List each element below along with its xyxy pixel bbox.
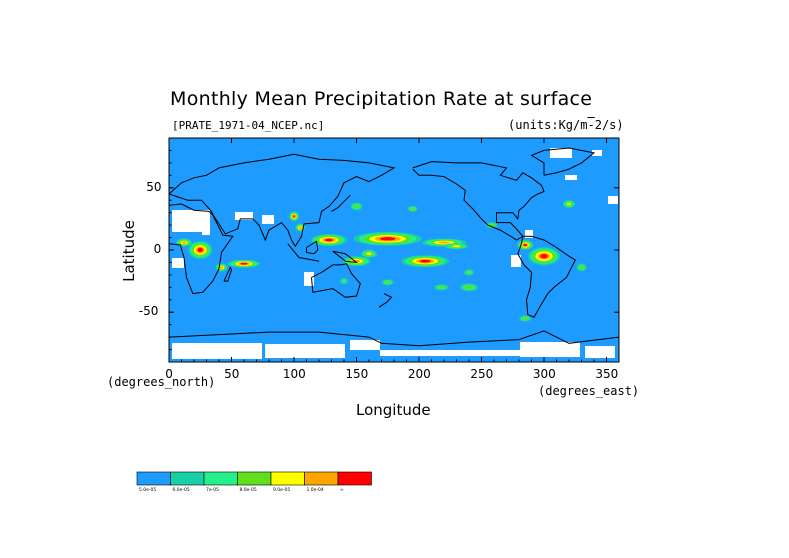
missing-data-patch	[172, 343, 262, 359]
colorbar-label: ∞	[340, 488, 344, 493]
precip-contour	[353, 204, 360, 209]
missing-data-patch	[525, 230, 533, 238]
precip-contour	[438, 286, 445, 289]
coastline	[530, 147, 596, 176]
precip-contour	[292, 215, 296, 218]
colorbar-swatch	[170, 471, 205, 486]
precip-contour	[419, 259, 431, 263]
precip-contour	[341, 279, 347, 283]
missing-data-patch	[380, 350, 520, 356]
x-tick-label: 300	[532, 367, 556, 381]
precip-contour	[181, 241, 187, 244]
colorbar-swatch	[337, 471, 372, 486]
axes	[168, 137, 620, 363]
precip-contour	[465, 285, 473, 290]
coastline	[306, 240, 319, 255]
coastline	[311, 263, 361, 298]
precip-contour	[523, 243, 528, 247]
precip-contour	[197, 247, 204, 253]
coastline	[332, 250, 359, 264]
chart-title: Monthly Mean Precipitation Rate at surfa…	[170, 88, 593, 110]
precip-contour	[540, 254, 548, 259]
colorbar-label: 8.0e-05	[240, 487, 257, 493]
missing-data-patch	[350, 340, 380, 350]
missing-data-patch	[550, 148, 572, 158]
missing-data-patch	[262, 215, 274, 224]
precip-contour	[410, 207, 415, 211]
precip-contour	[567, 202, 571, 206]
missing-data-patch	[565, 175, 577, 180]
coastline	[287, 243, 320, 262]
x-tick-label: 200	[407, 367, 431, 381]
precip-contour	[366, 252, 372, 256]
missing-data-patch	[304, 272, 314, 286]
precip-contour	[385, 281, 391, 284]
precip-contour	[579, 265, 584, 270]
colorbar: 5.0e-05 6.0e-05 7e-05 8.0e-05 9.0e-05 1.0e-04…	[136, 471, 372, 493]
y-tick-label: 0	[153, 242, 162, 256]
y-tick-label: 50	[146, 179, 162, 194]
colorbar-label: 9.0e-05	[273, 487, 290, 493]
colorbar-swatch	[237, 471, 272, 486]
y-axis-unit: (degrees_north)	[107, 375, 216, 389]
missing-data-patch	[172, 210, 210, 232]
precip-contour	[466, 271, 472, 274]
x-tick-label: 50	[224, 367, 240, 381]
colorbar-swatch	[270, 471, 305, 486]
x-axis-label: Longitude	[356, 401, 431, 419]
coastline	[168, 203, 234, 295]
y-axis-label: Latitude	[119, 220, 138, 282]
colorbar-label: 7e-05	[206, 487, 219, 493]
colorbar-label: 1.0e-04	[307, 487, 324, 493]
colorbar-swatch	[136, 471, 171, 486]
colorbar-label: 6.0e-05	[173, 487, 190, 493]
x-tick-label: 0	[165, 367, 173, 381]
coastline	[517, 235, 576, 318]
dataset-subtitle: [PRATE_1971-04_NCEP.nc]	[172, 119, 325, 132]
precip-contour	[452, 245, 461, 248]
missing-data-patch	[520, 342, 580, 357]
plot-area	[168, 138, 620, 362]
precip-contour	[298, 226, 302, 229]
x-axis-unit: (degrees_east)	[538, 384, 640, 398]
coastline	[331, 194, 351, 212]
missing-data-patch	[592, 150, 602, 156]
colorbar-swatch	[203, 471, 238, 486]
coastline	[168, 153, 396, 248]
missing-data-patch	[585, 346, 615, 358]
precip-contour	[379, 237, 396, 241]
missing-data-patch	[265, 344, 345, 358]
x-tick-label: 150	[345, 367, 369, 381]
missing-data-patch	[202, 228, 210, 235]
colorbar-label: 5.0e-05	[139, 487, 156, 493]
x-tick-label: 100	[282, 367, 306, 381]
precip-contour	[219, 266, 224, 269]
missing-data-patch	[172, 258, 184, 268]
coastline	[378, 293, 393, 308]
precip-contour	[324, 238, 334, 242]
coastline	[412, 161, 545, 241]
coastline	[223, 266, 233, 282]
coastline	[168, 330, 620, 347]
missing-data-patch	[511, 255, 521, 267]
x-tick-label: 250	[470, 367, 494, 381]
precip-contour	[522, 317, 528, 320]
units-label: (units:Kg/m-2/s)	[508, 118, 624, 132]
y-tick-label: -50	[138, 304, 159, 319]
colorbar-swatch	[304, 471, 339, 486]
precip-contour	[438, 241, 450, 244]
x-tick-label: 350	[595, 367, 619, 381]
missing-data-patch	[608, 196, 618, 204]
missing-data-patch	[235, 212, 253, 220]
precip-contour	[240, 262, 248, 265]
